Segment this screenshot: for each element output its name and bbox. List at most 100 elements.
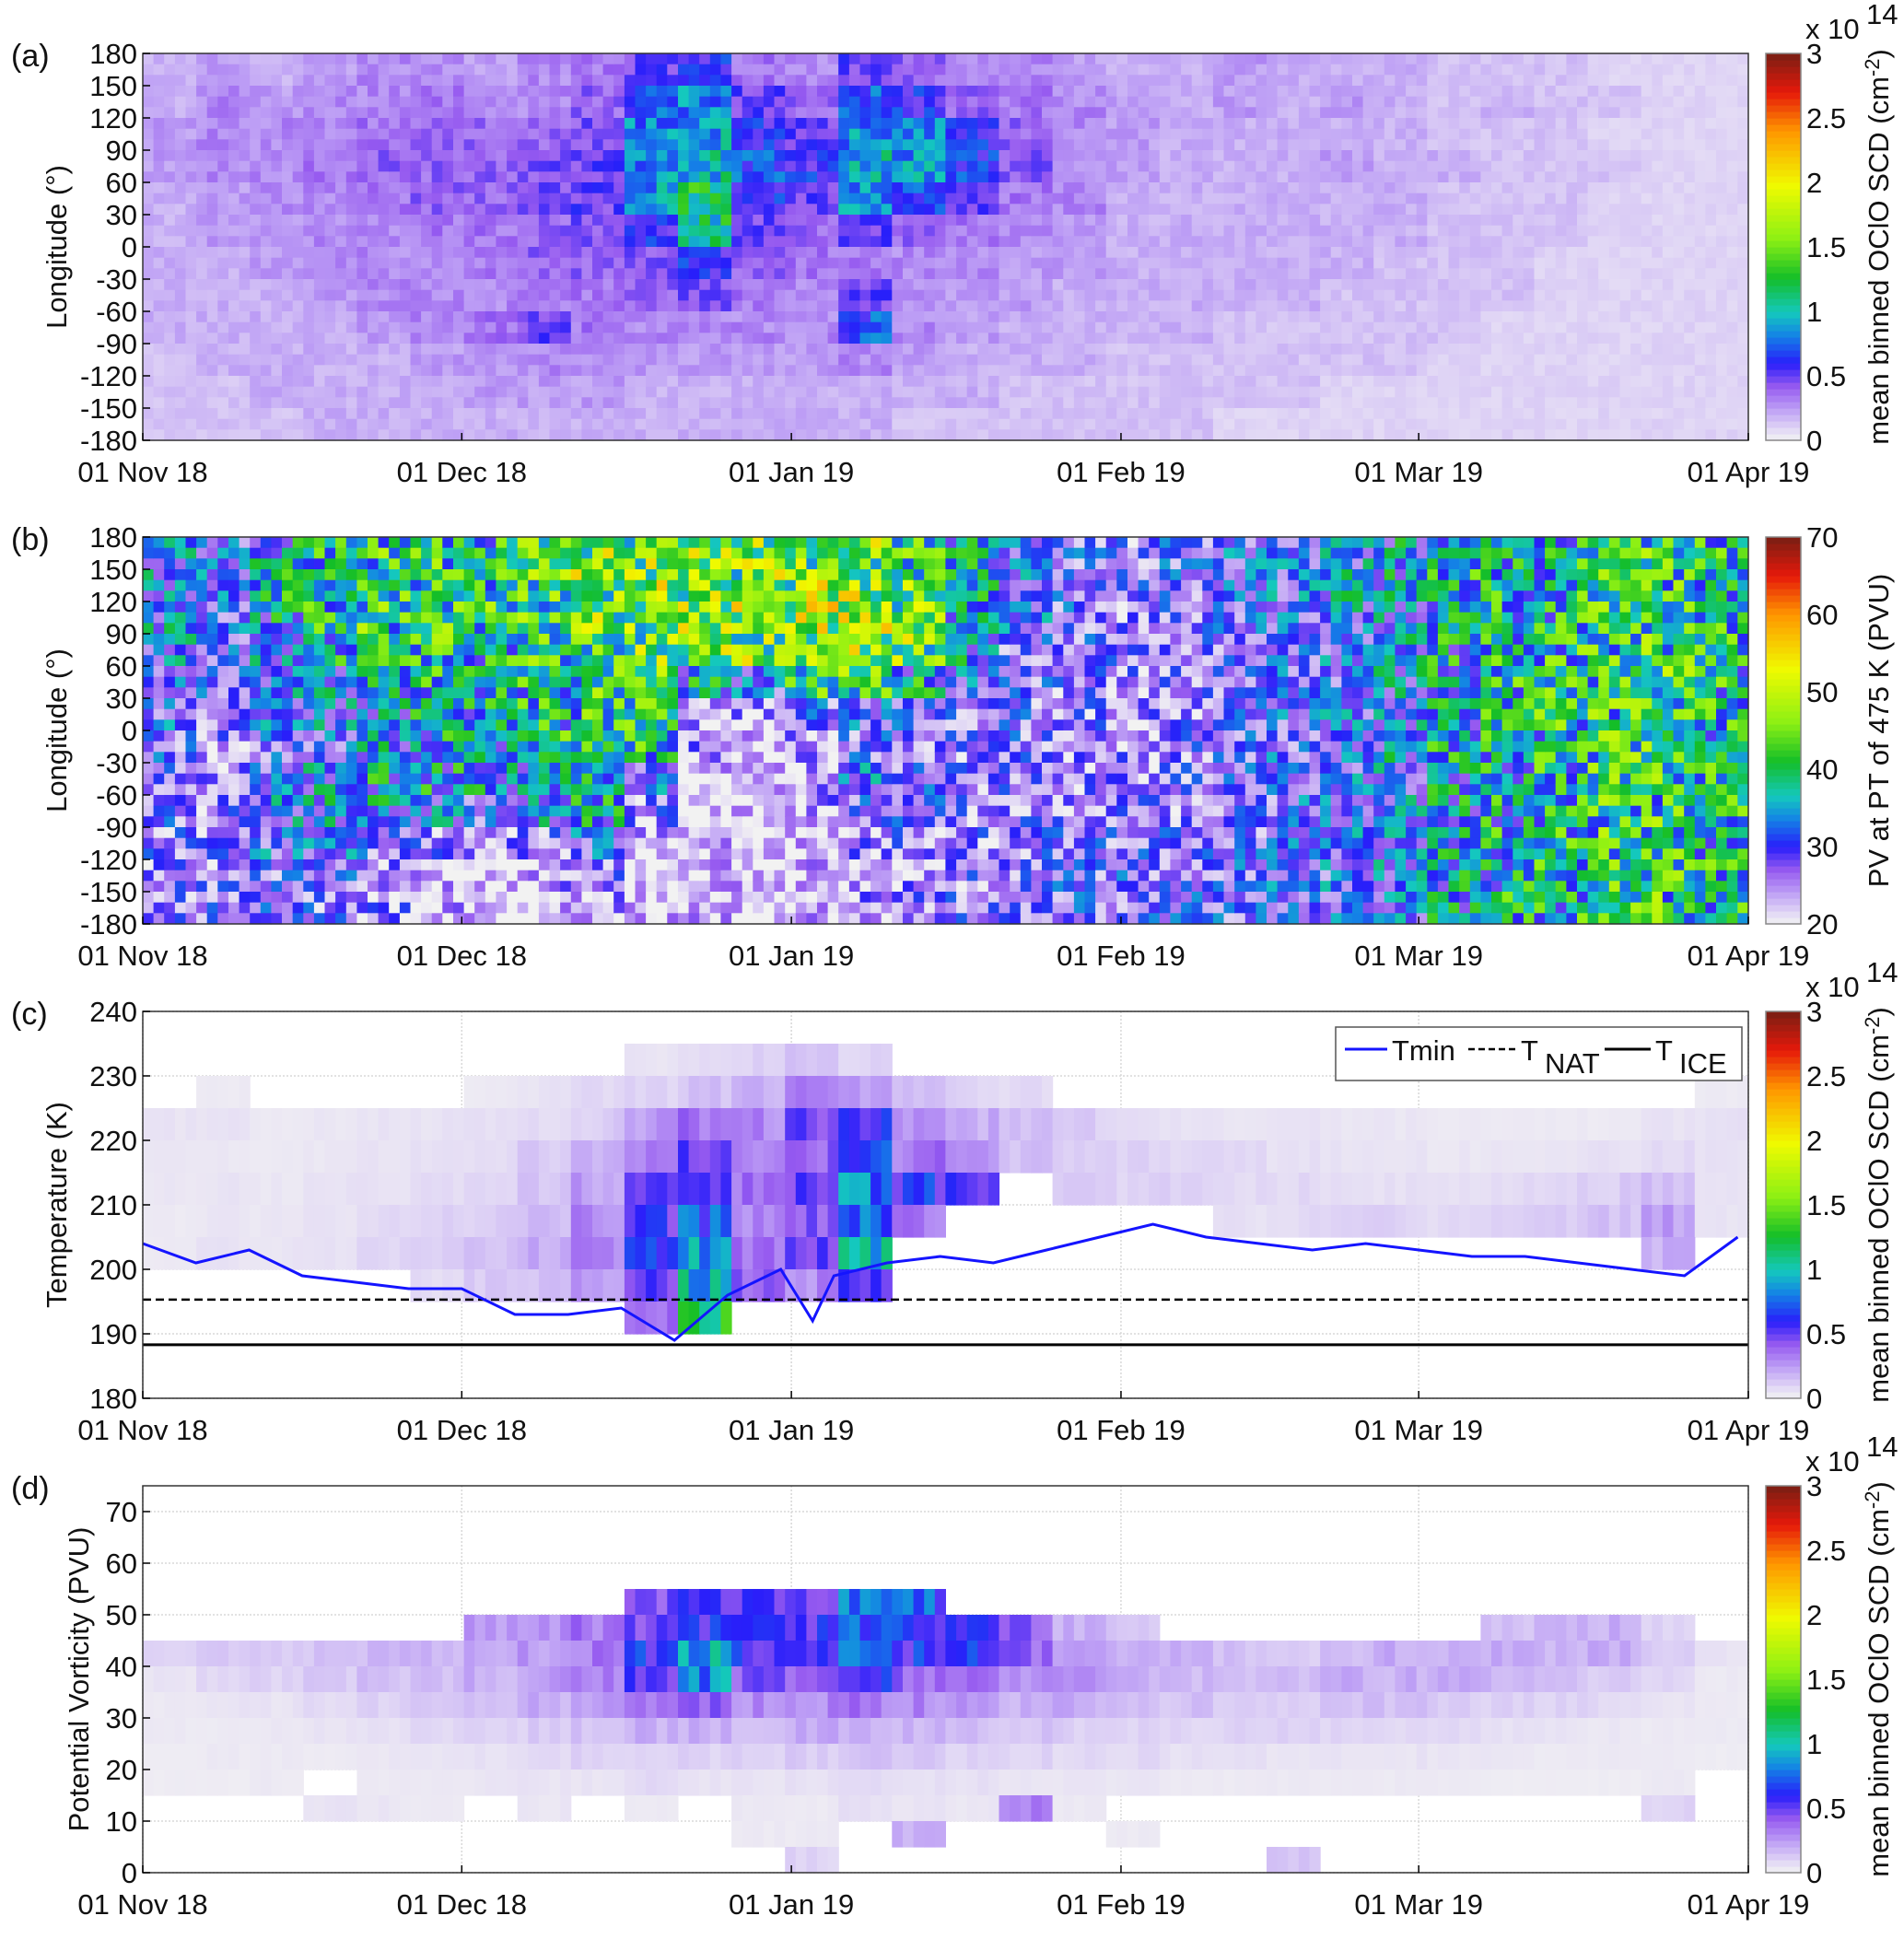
heatmap-cell [678, 236, 690, 248]
heatmap-cell [1587, 344, 1599, 356]
heatmap-cell [1052, 236, 1064, 248]
heatmap-cell [1716, 344, 1728, 356]
heatmap-cell [1437, 321, 1450, 333]
heatmap-cell [1020, 182, 1032, 194]
heatmap-cell [303, 75, 315, 87]
heatmap-cell [838, 64, 850, 76]
heatmap-cell [785, 64, 797, 76]
heatmap-cell [1662, 160, 1675, 172]
heatmap-cell [1341, 171, 1353, 183]
heatmap-cell [838, 279, 850, 291]
heatmap-cell [1084, 289, 1096, 301]
heatmap-cell [303, 397, 315, 409]
heatmap-cell [1159, 96, 1171, 108]
heatmap-cell [1555, 236, 1567, 248]
heatmap-cell [1052, 311, 1064, 323]
heatmap-cell [1491, 289, 1503, 301]
heatmap-cell [1737, 64, 1749, 76]
heatmap-cell [1170, 150, 1182, 162]
heatmap-cell [1191, 397, 1203, 409]
heatmap-cell [313, 118, 326, 130]
heatmap-cell [774, 53, 786, 65]
heatmap-cell [1448, 376, 1460, 388]
heatmap-cell [1202, 204, 1214, 216]
heatmap-cell [1298, 397, 1311, 409]
heatmap-cell [1566, 300, 1578, 312]
heatmap-cell [1427, 289, 1439, 301]
heatmap-cell [1063, 376, 1075, 388]
heatmap-cell [859, 225, 871, 237]
heatmap-cell [1619, 311, 1631, 323]
heatmap-cell [485, 279, 496, 291]
heatmap-cell [966, 215, 978, 227]
heatmap-cell [763, 64, 776, 76]
heatmap-cell [699, 386, 711, 398]
heatmap-cell [1608, 397, 1620, 409]
heatmap-cell [592, 118, 604, 130]
heatmap-cell [1256, 171, 1267, 183]
heatmap-cell [153, 289, 165, 301]
heatmap-cell [1127, 300, 1139, 312]
heatmap-cell [1341, 354, 1353, 366]
heatmap-cell [1010, 118, 1022, 130]
heatmap-cell [1630, 96, 1642, 108]
heatmap-cell [731, 300, 743, 312]
heatmap-cell [1384, 365, 1396, 377]
heatmap-cell [774, 376, 786, 388]
heatmap-cell [1084, 128, 1096, 140]
heatmap-cell [613, 118, 625, 130]
heatmap-cell [1459, 289, 1471, 301]
heatmap-cell [1256, 53, 1267, 65]
heatmap-cell [1352, 96, 1364, 108]
heatmap-cell [1031, 279, 1043, 291]
heatmap-cell [1469, 247, 1481, 259]
heatmap-cell [1662, 321, 1675, 333]
heatmap-cell [1716, 171, 1728, 183]
heatmap-cell [1063, 321, 1075, 333]
heatmap-cell [1362, 354, 1374, 366]
heatmap-cell [1480, 311, 1492, 323]
heatmap-cell [217, 418, 229, 430]
heatmap-cell [1384, 354, 1396, 366]
heatmap-cell [517, 365, 529, 377]
heatmap-cell [1138, 64, 1150, 76]
heatmap-cell [345, 311, 357, 323]
heatmap-cell [1566, 289, 1578, 301]
heatmap-cell [924, 118, 936, 130]
heatmap-cell [453, 344, 465, 356]
heatmap-cell [1587, 75, 1599, 87]
heatmap-cell [538, 86, 551, 98]
heatmap-cell [250, 289, 262, 301]
heatmap-cell [1191, 64, 1203, 76]
heatmap-cell [1523, 171, 1536, 183]
heatmap-cell [709, 128, 721, 140]
heatmap-cell [1063, 215, 1075, 227]
heatmap-cell [421, 257, 433, 269]
heatmap-cell [143, 300, 155, 312]
heatmap-cell [1042, 193, 1054, 204]
heatmap-cell [1427, 257, 1439, 269]
heatmap-cell [1234, 160, 1246, 172]
heatmap-cell [1608, 107, 1620, 119]
heatmap-cell [1427, 75, 1439, 87]
heatmap-cell [164, 279, 176, 291]
heatmap-cell [335, 171, 347, 183]
heatmap-cell [1513, 204, 1524, 216]
heatmap-cell [753, 150, 765, 162]
heatmap-cell [1341, 365, 1353, 377]
heatmap-cell [913, 225, 925, 237]
heatmap-cell [987, 75, 1000, 87]
heatmap-cell [1737, 193, 1749, 204]
heatmap-cell [1181, 365, 1193, 377]
heatmap-cell [742, 268, 753, 280]
heatmap-cell [313, 193, 326, 204]
heatmap-cell [143, 247, 155, 259]
heatmap-cell [250, 279, 262, 291]
heatmap-cell [1095, 139, 1107, 151]
heatmap-cell [956, 397, 968, 409]
heatmap-cell [185, 344, 197, 356]
heatmap-cell [1170, 139, 1182, 151]
heatmap-cell [838, 96, 850, 108]
heatmap-cell [185, 96, 197, 108]
heatmap-cell [742, 344, 753, 356]
